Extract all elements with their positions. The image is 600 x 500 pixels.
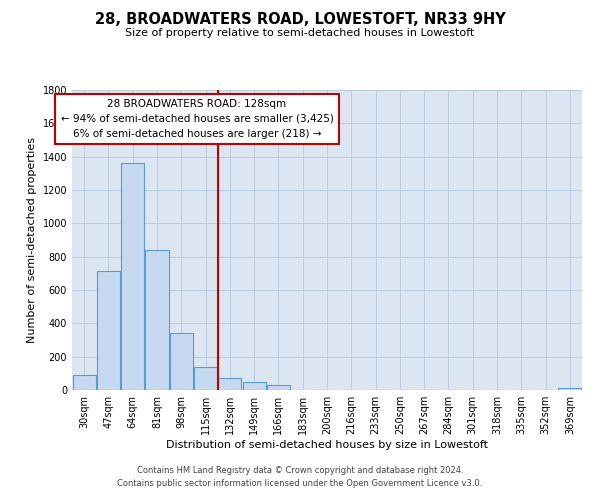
Bar [242, 382, 266, 390]
Bar [218, 378, 241, 390]
Bar [267, 385, 290, 390]
X-axis label: Distribution of semi-detached houses by size in Lowestoft: Distribution of semi-detached houses by … [166, 440, 488, 450]
Bar [97, 271, 120, 390]
Bar [73, 375, 95, 390]
Text: 28, BROADWATERS ROAD, LOWESTOFT, NR33 9HY: 28, BROADWATERS ROAD, LOWESTOFT, NR33 9H… [95, 12, 505, 28]
Bar [121, 164, 144, 390]
Text: 28 BROADWATERS ROAD: 128sqm
← 94% of semi-detached houses are smaller (3,425)
6%: 28 BROADWATERS ROAD: 128sqm ← 94% of sem… [61, 99, 334, 138]
Text: Contains HM Land Registry data © Crown copyright and database right 2024.
Contai: Contains HM Land Registry data © Crown c… [118, 466, 482, 487]
Bar [559, 388, 581, 390]
Bar [170, 334, 193, 390]
Bar [194, 366, 217, 390]
Bar [145, 250, 169, 390]
Y-axis label: Number of semi-detached properties: Number of semi-detached properties [27, 137, 37, 343]
Text: Size of property relative to semi-detached houses in Lowestoft: Size of property relative to semi-detach… [125, 28, 475, 38]
